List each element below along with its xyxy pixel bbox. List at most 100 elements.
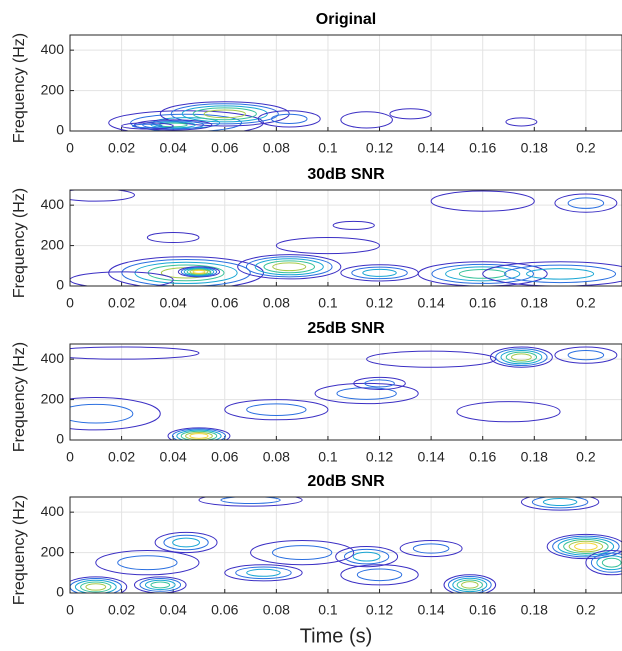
y-tick-label: 0 — [56, 584, 64, 600]
contour-group — [70, 271, 174, 286]
x-tick-label: 0 — [66, 449, 74, 465]
subplot-title: 25dB SNR — [307, 320, 385, 337]
contour-group — [70, 346, 200, 360]
contour-group — [585, 550, 622, 576]
contour-line — [80, 581, 112, 593]
x-tick-label: 0.02 — [108, 140, 135, 156]
x-tick-label: 0.08 — [263, 140, 290, 156]
contour-line — [366, 350, 497, 368]
x-tick-label: 0.14 — [417, 295, 444, 311]
contour-line — [189, 269, 209, 275]
contour-line — [70, 576, 128, 593]
contour-line — [189, 433, 209, 439]
contour-group — [353, 376, 406, 390]
contour-group — [430, 190, 535, 212]
contour-line — [121, 122, 174, 130]
contour-line — [458, 268, 507, 279]
contour-group — [159, 101, 290, 127]
contour-line — [74, 579, 117, 593]
contours — [70, 497, 622, 593]
contour-line — [167, 427, 231, 440]
contour-group — [366, 350, 497, 368]
subplot-title: Original — [316, 11, 376, 28]
subplot: Original 0 0.02 0.04 0.06 0.08 0.1 0.12 0.14 0.16… — [11, 11, 622, 156]
contour-group — [154, 531, 218, 554]
contour-line — [186, 268, 212, 276]
x-tick-label: 0.06 — [211, 295, 238, 311]
y-tick-label: 0 — [56, 122, 64, 138]
contour-line — [430, 190, 535, 212]
contour-group — [121, 122, 174, 130]
x-tick-label: 0.12 — [366, 602, 393, 618]
contour-line — [172, 537, 200, 548]
x-tick-label: 0 — [66, 295, 74, 311]
contour-line — [70, 403, 134, 424]
contour-line — [452, 577, 488, 593]
contour-line — [154, 531, 218, 554]
x-tick-label: 0.02 — [108, 449, 135, 465]
x-tick-label: 0.06 — [211, 602, 238, 618]
contour-line — [224, 564, 303, 582]
contour-line — [224, 399, 329, 421]
contour-line — [520, 497, 600, 511]
x-tick-label: 0.1 — [318, 602, 338, 618]
x-tick-label: 0.04 — [160, 140, 187, 156]
contour-line — [505, 351, 538, 363]
contour-line — [351, 266, 408, 280]
x-tick-label: 0.08 — [263, 295, 290, 311]
contours — [70, 346, 618, 440]
x-tick-label: 0.08 — [263, 602, 290, 618]
contour-group — [443, 574, 497, 593]
x-tick-label: 0.04 — [160, 449, 187, 465]
contour-group — [146, 231, 200, 244]
contour-line — [70, 397, 161, 431]
contour-line — [250, 539, 355, 566]
contour-line — [352, 551, 381, 562]
x-tick-label: 0.04 — [160, 602, 187, 618]
contour-line — [505, 117, 538, 127]
contour-line — [443, 574, 497, 593]
x-tick-label: 0.14 — [417, 140, 444, 156]
contour-line — [336, 387, 397, 400]
y-tick-label: 200 — [41, 390, 65, 406]
contour-group — [70, 190, 135, 202]
y-tick-label: 400 — [41, 196, 65, 212]
contour-group — [95, 550, 200, 576]
y-axis-label: Frequency (Hz) — [11, 495, 28, 605]
x-tick-label: 0.16 — [469, 295, 496, 311]
contour-line — [482, 261, 622, 286]
contour-group — [314, 382, 419, 405]
contour-group — [198, 497, 303, 507]
y-axis-label: Frequency (Hz) — [11, 33, 28, 143]
y-tick-label: 0 — [56, 431, 64, 447]
contour-line — [445, 266, 521, 282]
contour-line — [275, 236, 381, 255]
axes-frame — [69, 189, 622, 287]
x-axis-label: Time (s) — [300, 625, 373, 647]
y-tick-label: 200 — [41, 236, 65, 252]
contour-group — [554, 193, 618, 213]
contour-group — [275, 236, 381, 255]
contour-line — [185, 431, 213, 440]
contour-line — [552, 535, 620, 558]
contour-line — [257, 110, 321, 128]
contour-line — [526, 268, 595, 280]
x-tick-label: 0.06 — [211, 449, 238, 465]
x-tick-label: 0.12 — [366, 295, 393, 311]
contour-line — [163, 534, 209, 551]
contour-line — [254, 258, 324, 276]
contour-line — [574, 542, 598, 551]
contour-group — [389, 108, 432, 120]
contour-line — [142, 120, 205, 130]
contour-line — [461, 581, 479, 589]
contour-group — [554, 346, 618, 364]
contour-line — [510, 353, 532, 361]
contour-line — [356, 568, 403, 582]
x-tick-label: 0.2 — [576, 140, 596, 156]
contour-line — [335, 546, 399, 568]
x-tick-label: 0 — [66, 140, 74, 156]
contour-line — [139, 578, 182, 592]
x-tick-label: 0.1 — [318, 295, 338, 311]
x-tick-label: 0.08 — [263, 449, 290, 465]
